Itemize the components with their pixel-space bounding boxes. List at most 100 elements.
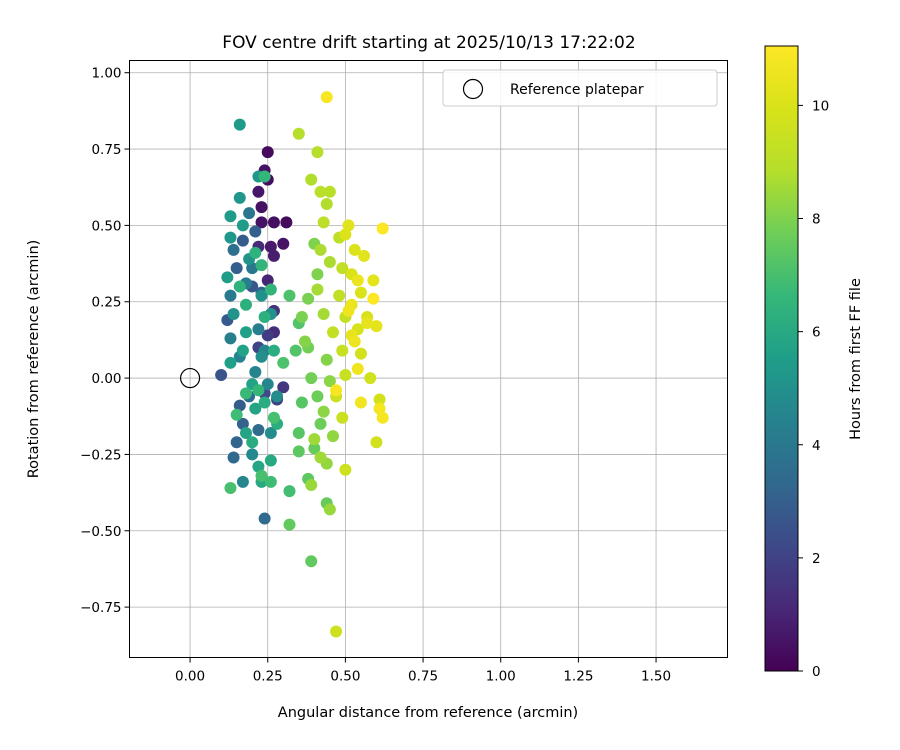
data-point — [376, 411, 389, 424]
reference-marker-group — [179, 367, 201, 389]
data-point — [221, 271, 234, 284]
colorbar-ticks: 0 2 4 6 8 10 — [798, 98, 829, 680]
data-point — [317, 405, 330, 418]
data-point — [314, 185, 327, 198]
data-point — [230, 262, 243, 275]
legend: Reference platepar — [442, 69, 718, 107]
data-point — [373, 402, 386, 415]
data-point — [314, 417, 327, 430]
data-point — [261, 274, 274, 287]
data-point — [239, 427, 252, 440]
data-point — [311, 146, 324, 159]
data-point — [305, 173, 318, 186]
data-point — [314, 451, 327, 464]
data-point — [323, 503, 336, 516]
data-point — [239, 298, 252, 311]
data-point — [252, 460, 265, 473]
data-points — [215, 91, 389, 638]
data-point — [354, 286, 367, 299]
data-point — [236, 344, 249, 357]
data-point — [249, 402, 262, 415]
data-point — [289, 344, 302, 357]
colorbar-tick-label: 10 — [812, 98, 829, 114]
data-point — [320, 91, 333, 104]
data-point — [246, 262, 259, 275]
data-point — [277, 381, 290, 394]
data-point — [230, 408, 243, 421]
data-point — [354, 396, 367, 409]
plot-frame — [129, 60, 728, 658]
data-point — [236, 234, 249, 247]
data-point — [230, 436, 243, 449]
data-point — [358, 249, 371, 262]
data-point — [339, 228, 352, 241]
colorbar-tick-label: 4 — [812, 438, 821, 454]
data-point — [224, 231, 237, 244]
x-tick-label: 1.25 — [563, 669, 593, 685]
data-point — [224, 210, 237, 223]
y-tick-label: −0.50 — [80, 524, 121, 540]
data-point — [354, 347, 367, 360]
y-tick-label: 0.00 — [91, 371, 121, 387]
data-point — [255, 289, 268, 302]
data-point — [255, 216, 268, 229]
data-point — [336, 411, 349, 424]
data-point — [255, 350, 268, 363]
data-point — [292, 445, 305, 458]
data-point — [336, 344, 349, 357]
data-point — [227, 451, 240, 464]
data-point — [236, 219, 249, 232]
data-point — [246, 448, 259, 461]
data-point — [264, 283, 277, 296]
data-point — [323, 185, 336, 198]
data-point — [264, 240, 277, 253]
y-tick-label: −0.25 — [80, 447, 121, 463]
data-point — [227, 307, 240, 320]
data-point — [376, 222, 389, 235]
data-point — [252, 185, 265, 198]
data-point — [267, 216, 280, 229]
data-point — [351, 274, 364, 287]
data-point — [302, 292, 315, 305]
data-point — [258, 311, 271, 324]
data-point — [311, 390, 324, 403]
data-point — [261, 378, 274, 391]
data-point — [364, 372, 377, 385]
data-point — [277, 356, 290, 369]
data-point — [323, 256, 336, 269]
data-point — [348, 335, 361, 348]
data-point — [348, 243, 361, 256]
data-point — [258, 512, 271, 525]
data-point — [283, 289, 296, 302]
x-tick-label: 0.50 — [330, 669, 360, 685]
x-tick-label: 0.00 — [175, 669, 205, 685]
data-point — [261, 329, 274, 342]
data-point — [246, 436, 259, 449]
data-point — [370, 320, 383, 333]
x-ticks: 0.00 0.25 0.50 0.75 1.00 1.25 1.50 — [175, 657, 671, 685]
data-point — [224, 356, 237, 369]
data-point — [215, 369, 228, 382]
colorbar-gradient — [764, 45, 799, 672]
data-point — [308, 433, 321, 446]
x-tick-label: 0.75 — [408, 669, 438, 685]
data-point — [233, 280, 246, 293]
data-point — [330, 384, 343, 397]
data-point — [264, 427, 277, 440]
data-point — [249, 365, 262, 378]
y-axis-label: Rotation from reference (arcmin) — [26, 240, 42, 479]
data-point — [283, 485, 296, 498]
data-point — [311, 268, 324, 281]
data-point — [243, 207, 256, 220]
data-point — [317, 307, 330, 320]
data-point — [283, 518, 296, 531]
data-point — [370, 436, 383, 449]
x-tick-label: 0.25 — [253, 669, 283, 685]
y-ticks: 1.00 0.75 0.50 0.25 0.00 −0.25 −0.50 −0.75 — [80, 66, 130, 616]
data-point — [239, 326, 252, 339]
data-point — [233, 191, 246, 204]
legend-box — [442, 69, 718, 107]
data-point — [333, 289, 346, 302]
data-point — [277, 237, 290, 250]
